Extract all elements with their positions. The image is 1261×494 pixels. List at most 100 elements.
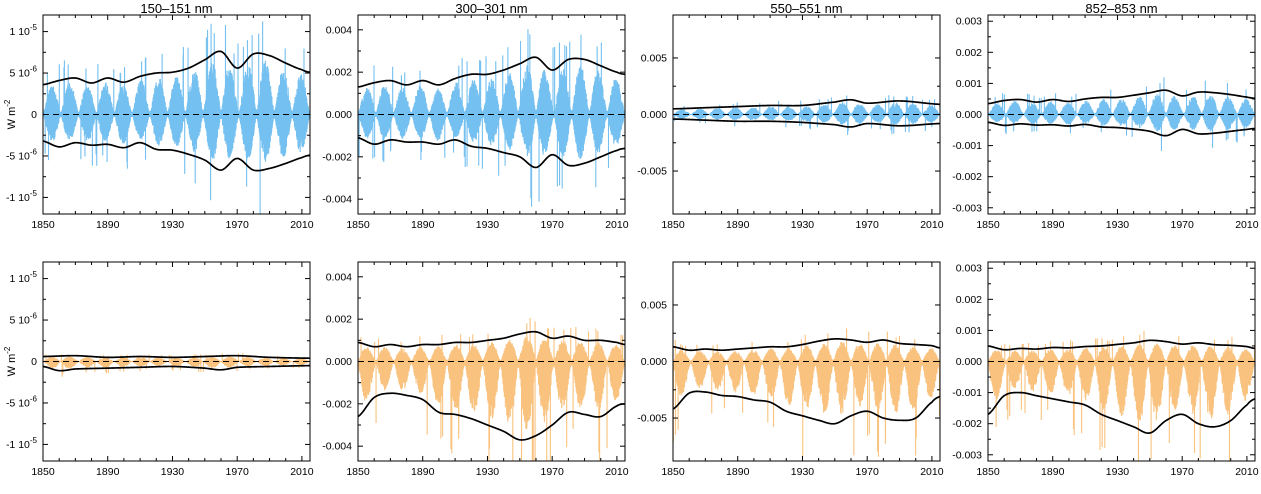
x-tick-label: 1970 bbox=[226, 466, 250, 478]
y-tick-label: 0.002 bbox=[326, 314, 352, 326]
y-tick-base: 0.000 bbox=[956, 109, 982, 121]
upper-envelope bbox=[358, 330, 625, 348]
y-tick-label: 0.003 bbox=[956, 16, 982, 28]
x-tick-label: 1970 bbox=[1171, 219, 1195, 231]
y-tick-label: 5 10-6 bbox=[9, 312, 37, 327]
y-tick-label: 0.000 bbox=[326, 356, 352, 368]
y-tick-base: -0.002 bbox=[952, 171, 982, 183]
x-tick-label: 1890 bbox=[96, 466, 120, 478]
y-tick-base: -0.004 bbox=[322, 441, 352, 453]
y-tick-base: 0.002 bbox=[326, 67, 352, 79]
x-tick-label: 2010 bbox=[1235, 219, 1259, 231]
x-tick-label: 1970 bbox=[856, 219, 880, 231]
y-tick-base: -0.003 bbox=[952, 449, 982, 461]
x-tick-label: 2010 bbox=[1235, 466, 1259, 478]
x-tick-label: 1850 bbox=[346, 219, 370, 231]
y-tick-label: 0.000 bbox=[641, 356, 667, 368]
x-tick-label: 2010 bbox=[605, 466, 629, 478]
y-tick-base: -0.005 bbox=[637, 166, 667, 178]
x-tick-label: 1850 bbox=[976, 466, 1000, 478]
x-tick-label: 1930 bbox=[476, 219, 500, 231]
x-tick-label: 1930 bbox=[161, 466, 185, 478]
y-tick-base: 0.002 bbox=[326, 314, 352, 326]
y-tick-base: -0.005 bbox=[637, 413, 667, 425]
y-tick-base: 0.002 bbox=[956, 294, 982, 306]
y-tick-label: 0.001 bbox=[956, 78, 982, 90]
y-tick-label: 0 bbox=[31, 109, 37, 121]
y-tick-label: 0.004 bbox=[326, 24, 352, 36]
y-tick-base: -0.001 bbox=[952, 387, 982, 399]
y-tick-label: -0.005 bbox=[637, 166, 667, 178]
y-tick-base: 0.004 bbox=[326, 24, 352, 36]
y-tick-label: 0.002 bbox=[326, 67, 352, 79]
x-tick-label: 2010 bbox=[290, 466, 314, 478]
y-tick-base: 0.000 bbox=[326, 109, 352, 121]
x-tick-label: 1970 bbox=[541, 466, 565, 478]
y-tick-label: -0.002 bbox=[952, 418, 982, 430]
y-tick-base: 0.003 bbox=[956, 263, 982, 275]
lower-envelope bbox=[358, 392, 625, 441]
y-tick-base: -0.003 bbox=[952, 202, 982, 214]
y-tick-label: -0.005 bbox=[637, 413, 667, 425]
y-tick-label: -0.003 bbox=[952, 202, 982, 214]
y-tick-base: -1 10 bbox=[6, 439, 30, 451]
y-tick-label: -0.003 bbox=[952, 449, 982, 461]
upper-envelope bbox=[43, 50, 310, 86]
y-tick-base: 0.000 bbox=[326, 356, 352, 368]
signal-area bbox=[673, 328, 940, 458]
x-tick-label: 1930 bbox=[791, 466, 815, 478]
x-tick-label: 2010 bbox=[920, 219, 944, 231]
x-tick-label: 1930 bbox=[476, 466, 500, 478]
x-tick-label: 1930 bbox=[1106, 466, 1130, 478]
x-tick-label: 1850 bbox=[31, 219, 55, 231]
lower-envelope bbox=[43, 140, 310, 172]
y-axis-label: W m-2 bbox=[3, 99, 18, 129]
y-tick-base: -0.002 bbox=[322, 151, 352, 163]
y-tick-label: 5 10-6 bbox=[9, 65, 37, 80]
x-tick-label: 1890 bbox=[411, 219, 435, 231]
x-tick-label: 1850 bbox=[661, 219, 685, 231]
x-tick-label: 1930 bbox=[791, 219, 815, 231]
lower-envelope bbox=[673, 118, 940, 128]
y-tick-base: -5 10 bbox=[6, 150, 30, 162]
x-tick-label: 1970 bbox=[856, 466, 880, 478]
y-tick-base: 0 bbox=[31, 109, 37, 121]
y-axis-label-exponent: -2 bbox=[3, 346, 12, 354]
y-tick-exponent: -5 bbox=[30, 270, 38, 279]
x-tick-label: 1850 bbox=[661, 466, 685, 478]
y-tick-label: 1 10-5 bbox=[9, 23, 37, 38]
panel-title: 550–551 nm bbox=[770, 1, 842, 16]
y-tick-label: 0.000 bbox=[641, 109, 667, 121]
y-tick-label: 0.003 bbox=[956, 263, 982, 275]
y-tick-base: 0.000 bbox=[641, 109, 667, 121]
y-tick-base: -0.002 bbox=[952, 418, 982, 430]
y-axis-label-unit: W m bbox=[6, 354, 18, 377]
y-tick-base: 0.003 bbox=[956, 16, 982, 28]
lower-envelope bbox=[673, 390, 940, 425]
x-tick-label: 1850 bbox=[976, 219, 1000, 231]
y-tick-exponent: -5 bbox=[30, 189, 38, 198]
y-tick-label: -5 10-6 bbox=[6, 394, 38, 409]
y-tick-base: 0.000 bbox=[956, 356, 982, 368]
y-tick-label: -0.001 bbox=[952, 387, 982, 399]
y-tick-base: -5 10 bbox=[6, 397, 30, 409]
upper-envelope bbox=[673, 338, 940, 352]
signal-area bbox=[43, 353, 310, 377]
signal-area bbox=[358, 317, 625, 461]
y-tick-base: 0.001 bbox=[956, 325, 982, 337]
lower-envelope bbox=[43, 364, 310, 372]
upper-envelope bbox=[988, 339, 1255, 351]
x-tick-label: 2010 bbox=[605, 219, 629, 231]
y-tick-exponent: -6 bbox=[30, 147, 38, 156]
panel-0-2: 1850 1890 1930 1970 2010 0.005 0.000 -0.005 550–… bbox=[637, 1, 944, 231]
x-tick-label: 1890 bbox=[1041, 466, 1065, 478]
x-tick-label: 1850 bbox=[346, 466, 370, 478]
y-tick-base: 0.001 bbox=[956, 78, 982, 90]
y-tick-exponent: -6 bbox=[30, 394, 38, 403]
y-tick-exponent: -5 bbox=[30, 436, 38, 445]
y-tick-base: 0.000 bbox=[641, 356, 667, 368]
x-tick-label: 1890 bbox=[1041, 219, 1065, 231]
panel-0-1: 1850 1890 1930 1970 2010 0.004 0.002 0.000 -0.00… bbox=[322, 1, 629, 231]
y-tick-label: 0 bbox=[31, 356, 37, 368]
